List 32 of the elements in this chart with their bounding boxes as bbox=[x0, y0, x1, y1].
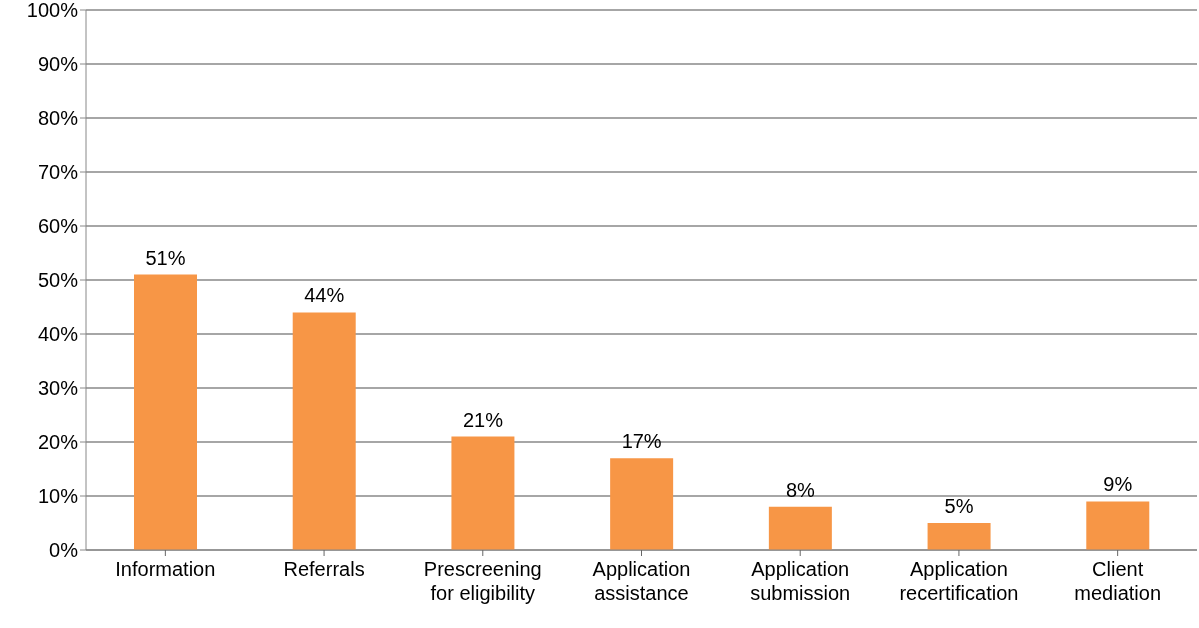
bar bbox=[292, 312, 356, 550]
data-label: 21% bbox=[462, 408, 504, 431]
bar bbox=[610, 458, 674, 550]
bar bbox=[927, 523, 991, 550]
y-tick-label: 0% bbox=[49, 539, 79, 562]
y-tick-label: 50% bbox=[37, 269, 79, 292]
data-label: 8% bbox=[785, 478, 816, 501]
data-label: 17% bbox=[621, 430, 662, 453]
x-tick-label: Application submission bbox=[750, 558, 851, 604]
y-tick-label: 90% bbox=[37, 53, 79, 76]
x-tick-label: Client mediation bbox=[1074, 558, 1161, 604]
data-label: 51% bbox=[145, 246, 186, 269]
y-tick-label: 10% bbox=[37, 485, 79, 508]
data-label: 44% bbox=[304, 284, 345, 307]
y-tick-label: 40% bbox=[37, 323, 79, 346]
x-tick-label: Referrals bbox=[283, 558, 365, 580]
y-tick-label: 60% bbox=[37, 215, 79, 238]
y-tick-label: 100% bbox=[26, 0, 79, 22]
y-tick-label: 30% bbox=[37, 377, 79, 400]
bar bbox=[451, 436, 515, 550]
y-tick-label: 70% bbox=[37, 161, 79, 184]
x-tick-label: Information bbox=[115, 558, 216, 580]
y-tick-label: 20% bbox=[37, 431, 79, 454]
y-tick-label: 80% bbox=[37, 107, 79, 130]
data-label: 9% bbox=[1103, 473, 1133, 496]
x-tick-label: Application assistance bbox=[592, 558, 691, 604]
bar bbox=[134, 274, 197, 550]
bar bbox=[1086, 501, 1150, 550]
data-label: 5% bbox=[944, 495, 974, 517]
x-tick-label: Prescreening for eligibility bbox=[423, 558, 542, 604]
x-tick-label: Application recertification bbox=[899, 558, 1019, 604]
bar bbox=[768, 506, 832, 550]
